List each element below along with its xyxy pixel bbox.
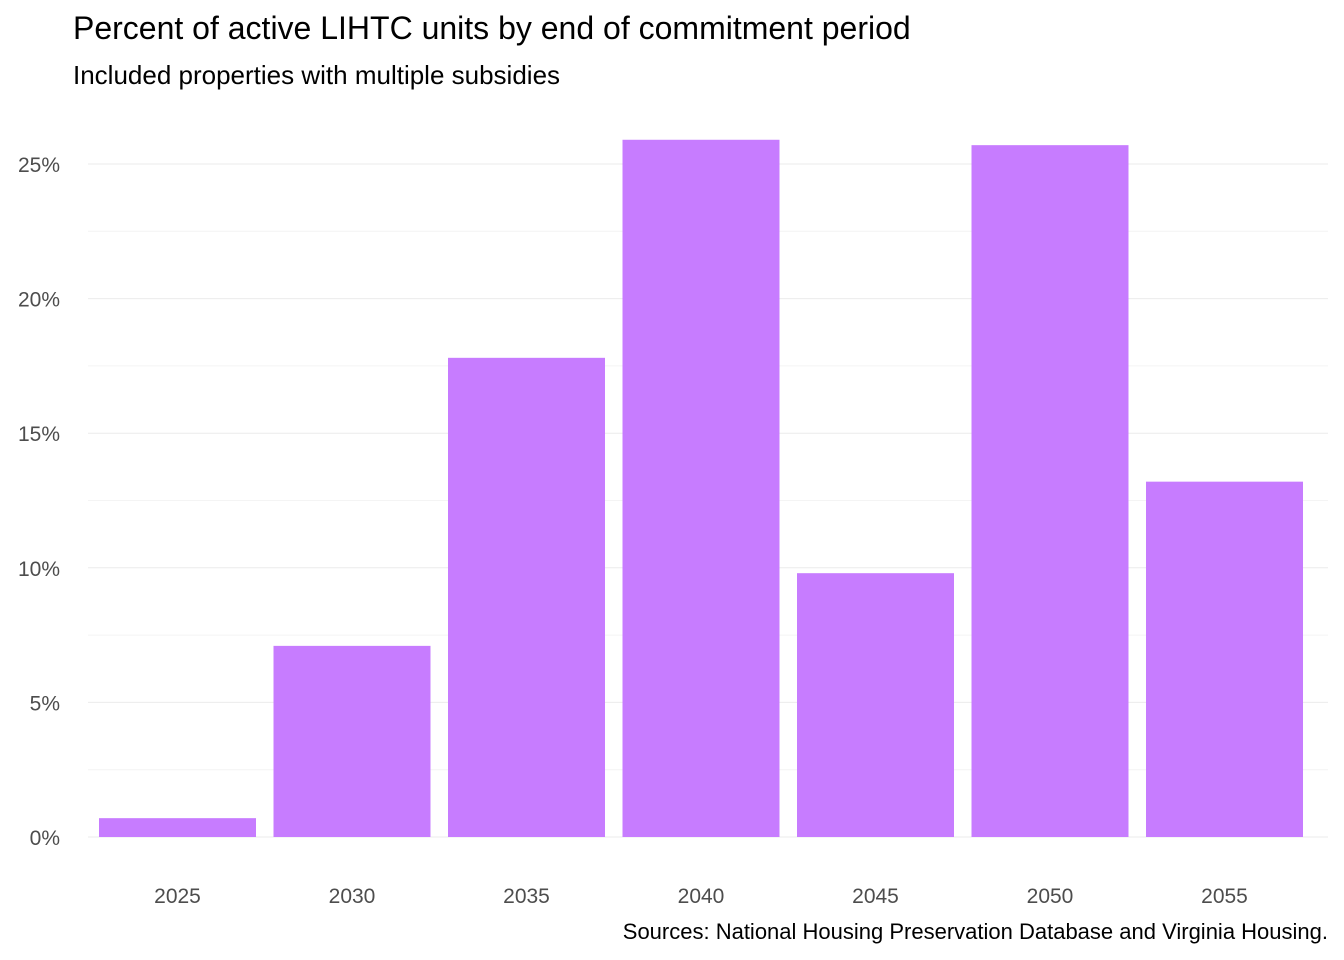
bar-2050 <box>971 145 1129 837</box>
bars <box>99 139 1303 838</box>
x-tick-label: 2030 <box>329 885 376 908</box>
y-tick-label: 20% <box>18 289 60 312</box>
x-tick-label: 2035 <box>503 885 550 908</box>
bar-2045 <box>797 573 954 837</box>
x-tick-label: 2045 <box>852 885 899 908</box>
bar-2055 <box>1146 481 1303 837</box>
y-tick-label: 5% <box>30 692 60 715</box>
y-tick-label: 15% <box>18 423 60 446</box>
x-tick-label: 2040 <box>678 885 725 908</box>
y-tick-label: 25% <box>18 154 60 177</box>
y-tick-label: 10% <box>18 558 60 581</box>
x-tick-label: 2055 <box>1201 885 1248 908</box>
x-axis-tick-labels: 2025 2030 2035 2040 2045 2050 2055 <box>154 885 1248 908</box>
x-tick-label: 2025 <box>154 885 201 908</box>
bar-2025 <box>99 818 256 837</box>
chart-title: Percent of active LIHTC units by end of … <box>73 10 911 46</box>
chart-subtitle: Included properties with multiple subsid… <box>73 60 561 90</box>
bar-2040 <box>622 139 780 838</box>
chart-caption: Sources: National Housing Preservation D… <box>622 919 1328 944</box>
x-tick-label: 2050 <box>1027 885 1074 908</box>
y-tick-label: 0% <box>30 827 60 850</box>
bar-2030 <box>273 645 431 837</box>
bar-2035 <box>448 357 605 837</box>
y-axis-tick-labels: 0% 5% 10% 15% 20% 25% <box>18 154 60 850</box>
